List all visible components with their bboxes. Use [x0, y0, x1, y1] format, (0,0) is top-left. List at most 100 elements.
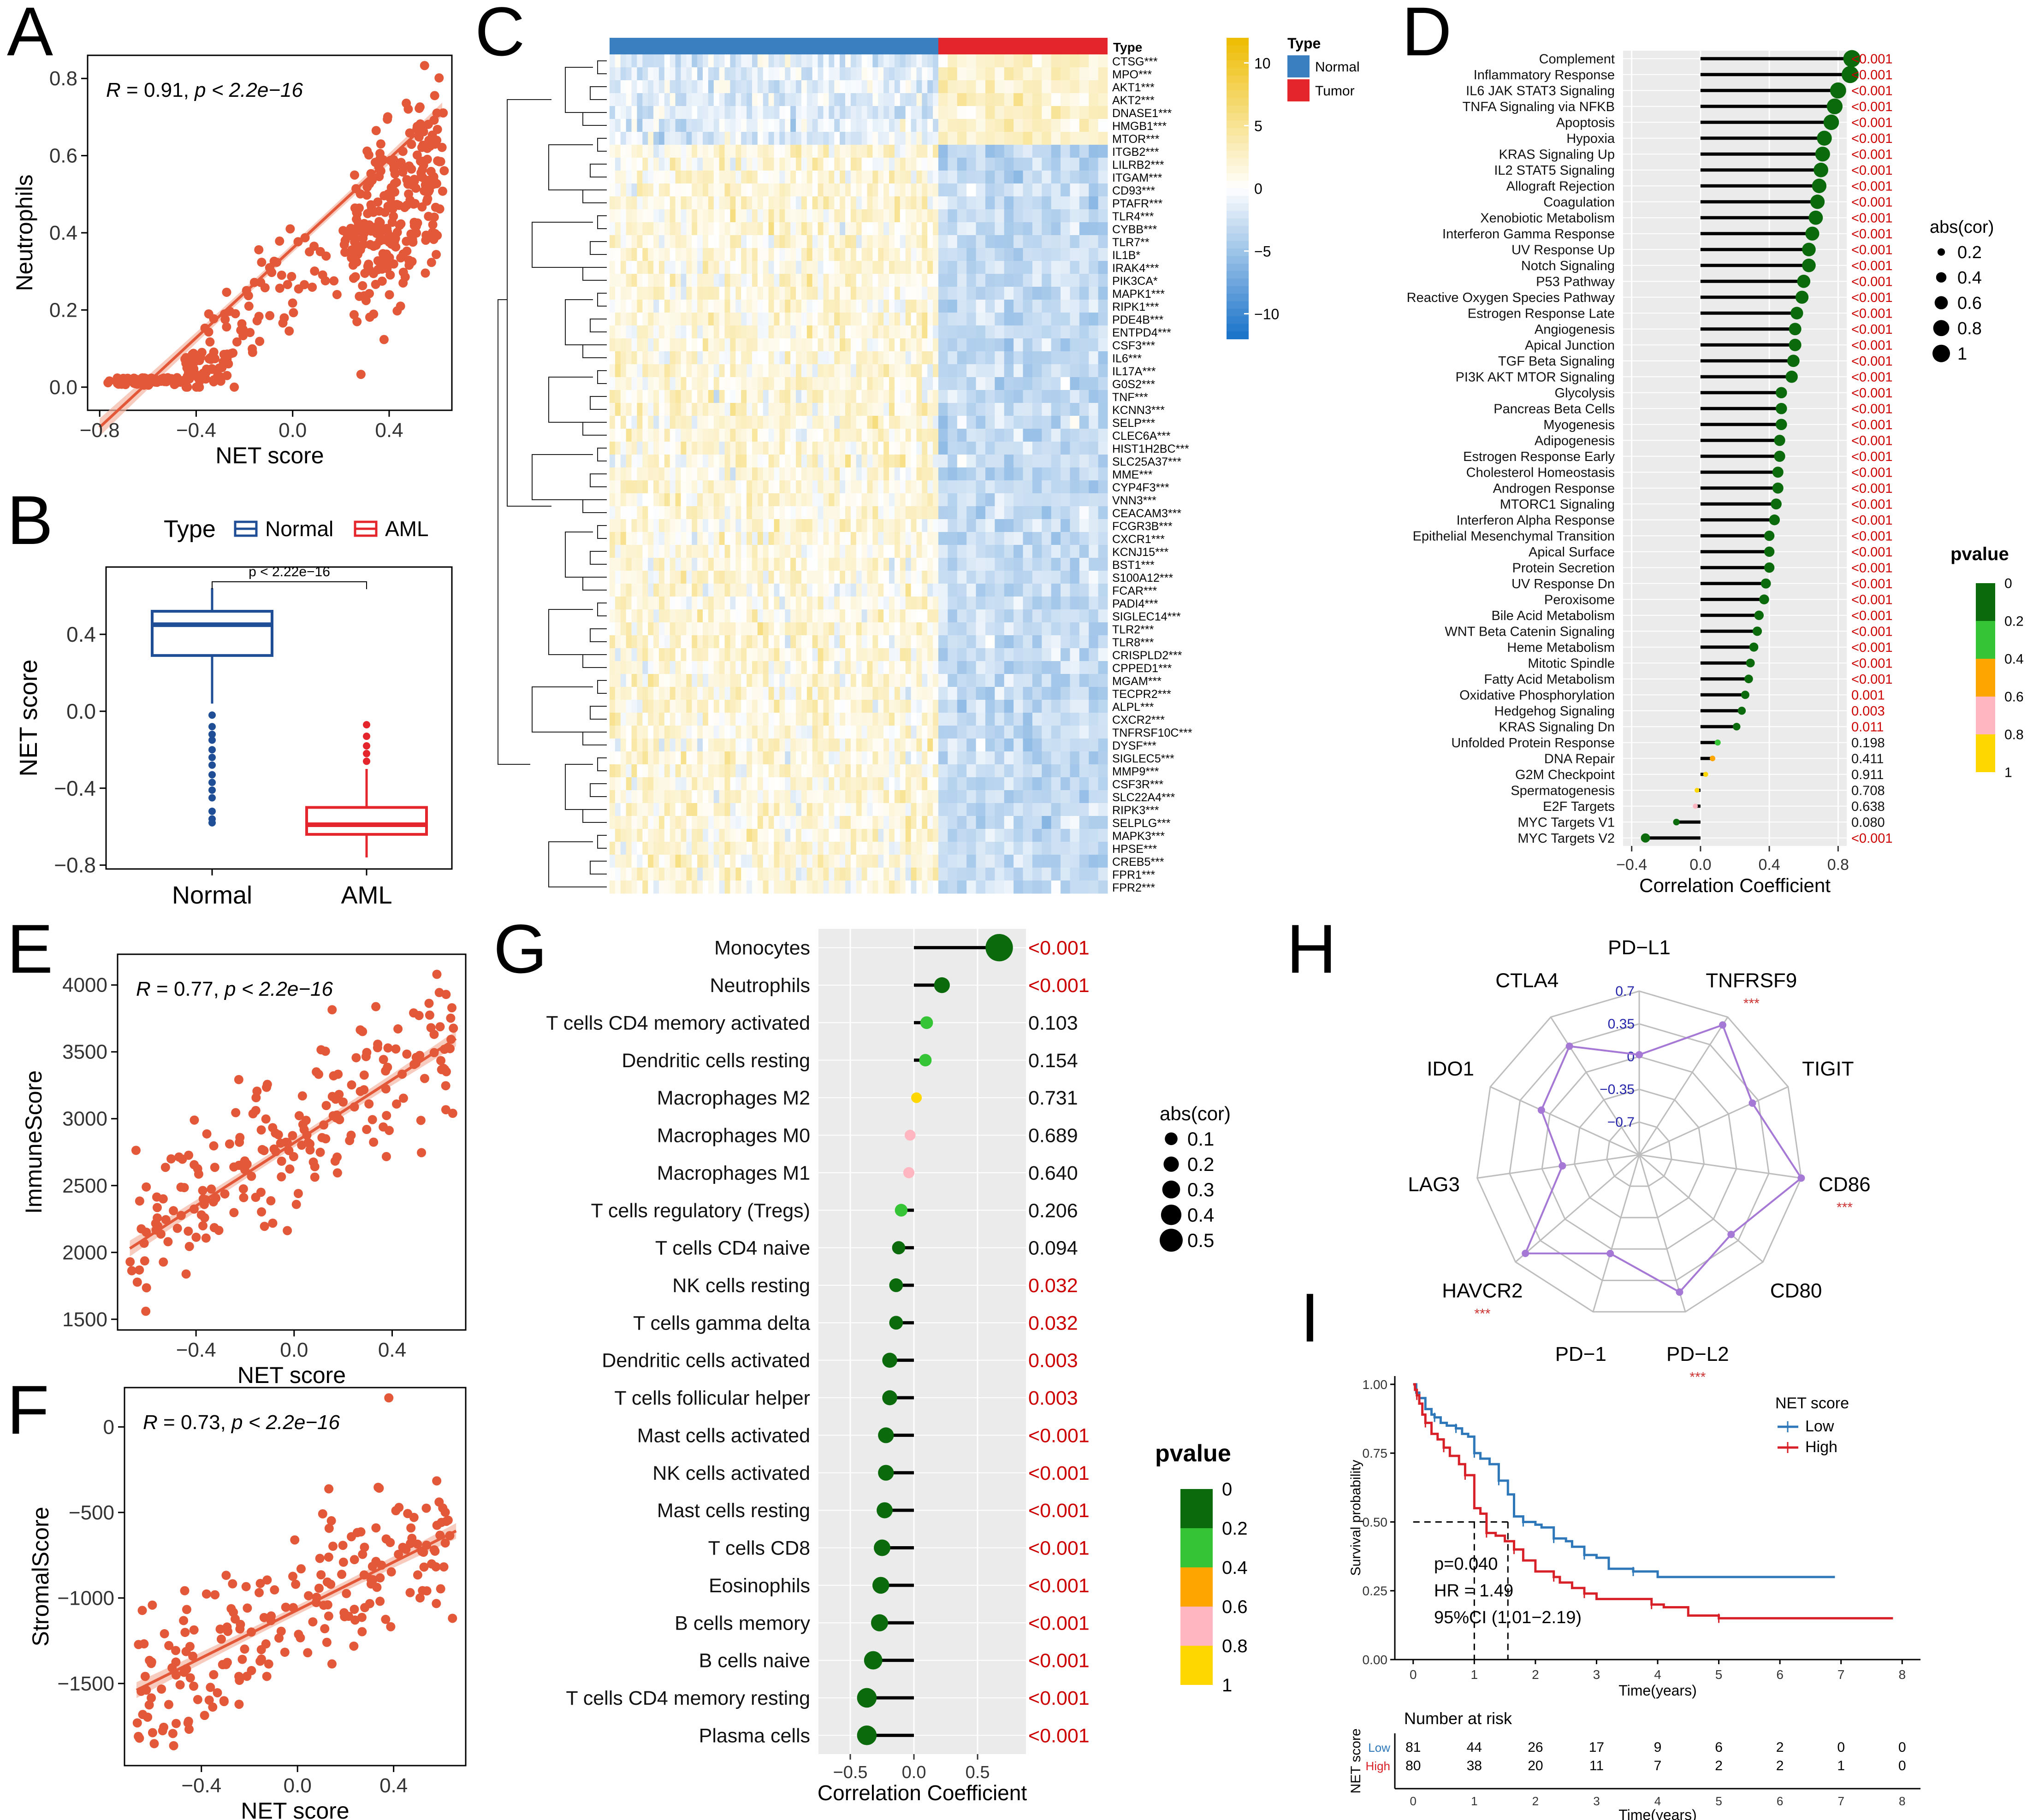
heatmap-cell — [916, 558, 922, 571]
heatmap-cell — [1004, 442, 1014, 455]
heatmap-cell — [818, 609, 824, 623]
heatmap-cell — [911, 442, 917, 455]
heatmap-cell — [708, 80, 714, 94]
heatmap-cell — [894, 635, 901, 649]
heatmap-cell — [675, 80, 681, 94]
heatmap-cell — [620, 377, 627, 390]
heatmap-cell — [615, 700, 621, 713]
heatmap-cell — [1089, 674, 1099, 687]
heatmap-cell — [867, 442, 873, 455]
heatmap-cell — [948, 338, 958, 352]
heatmap-cell — [610, 429, 616, 442]
heatmap-cell — [861, 532, 868, 545]
heatmap-cell — [850, 493, 857, 507]
heatmap-cell — [631, 196, 637, 210]
heatmap-cell — [658, 429, 665, 442]
heatmap-cell — [818, 196, 824, 210]
heatmap-cell — [1032, 429, 1042, 442]
heatmap-cell — [703, 80, 709, 94]
scatter-point — [358, 281, 367, 290]
heatmap-cell — [894, 183, 901, 197]
heatmap-cell — [1098, 183, 1108, 197]
heatmap-cell — [1061, 506, 1070, 520]
heatmap-cell — [708, 455, 714, 468]
heatmap-cell — [631, 429, 637, 442]
heatmap-cell — [752, 635, 758, 649]
heatmap-cell — [730, 351, 736, 365]
heatmap-cell — [790, 300, 796, 313]
heatmap-cell — [642, 519, 648, 532]
heatmap-cell — [1098, 429, 1108, 442]
heatmap-cell — [697, 571, 703, 584]
gene-label: CD93*** — [1112, 184, 1155, 197]
heatmap-cell — [845, 171, 851, 184]
heatmap-cell — [642, 313, 648, 326]
heatmap-cell — [957, 532, 967, 545]
heatmap-cell — [741, 67, 747, 81]
heatmap-cell — [658, 416, 665, 429]
heatmap-cell — [681, 338, 687, 352]
heatmap-cell — [642, 661, 648, 674]
heatmap-cell — [856, 351, 862, 365]
heatmap-cell — [922, 145, 928, 158]
heatmap-cell — [686, 132, 692, 145]
scatter-point — [337, 1570, 347, 1579]
heatmap-cell — [829, 93, 835, 106]
scatter-point — [261, 1639, 271, 1649]
heatmap-cell — [894, 158, 901, 171]
heatmap-cell — [985, 597, 995, 610]
heatmap-cell — [1070, 519, 1080, 532]
heatmap-cell — [1042, 261, 1052, 274]
scatter-point — [159, 1257, 168, 1267]
heatmap-cell — [631, 480, 637, 494]
heatmap-cell — [834, 661, 840, 674]
heatmap-cell — [681, 196, 687, 210]
heatmap-cell — [861, 261, 868, 274]
heatmap-cell — [626, 429, 632, 442]
scatter-point — [352, 317, 362, 326]
scatter-point — [375, 1573, 385, 1583]
heatmap-cell — [995, 54, 1005, 68]
heatmap-cell — [648, 661, 654, 674]
heatmap-cell — [957, 493, 967, 507]
heatmap-cell — [845, 584, 851, 597]
heatmap-cell — [741, 480, 747, 494]
heatmap-cell — [900, 377, 906, 390]
heatmap-cell — [615, 93, 621, 106]
heatmap-cell — [713, 584, 720, 597]
heatmap-cell — [957, 261, 967, 274]
heatmap-cell — [1032, 235, 1042, 248]
scatter-point — [315, 1554, 325, 1563]
scatter-point — [375, 148, 385, 158]
heatmap-cell — [1061, 674, 1070, 687]
heatmap-cell — [927, 416, 933, 429]
heatmap-cell — [713, 145, 720, 158]
heatmap-cell — [905, 222, 912, 236]
heatmap-cell — [985, 532, 995, 545]
heatmap-cell — [1089, 196, 1099, 210]
heatmap-cell — [861, 403, 868, 416]
heatmap-cell — [801, 584, 807, 597]
heatmap-cell — [861, 158, 868, 171]
scatter-point — [152, 1192, 161, 1202]
heatmap-cell — [747, 442, 753, 455]
heatmap-cell — [615, 480, 621, 494]
heatmap-cell — [686, 648, 692, 662]
heatmap-cell — [675, 635, 681, 649]
r-symbol: R — [136, 978, 151, 1000]
heatmap-cell — [850, 558, 857, 571]
heatmap-cell — [927, 674, 933, 687]
gene-label: RIPK1*** — [1112, 301, 1159, 313]
heatmap-cell — [872, 480, 878, 494]
heatmap-cell — [719, 145, 725, 158]
heatmap-cell — [905, 132, 912, 145]
scatter-point — [207, 1184, 216, 1194]
heatmap-cell — [889, 248, 895, 261]
heatmap-cell — [957, 467, 967, 481]
significance-bracket — [212, 581, 367, 589]
heatmap-cell — [1004, 390, 1014, 403]
heatmap-cell — [1032, 183, 1042, 197]
heatmap-cell — [610, 545, 616, 558]
scatter-point — [350, 1604, 359, 1614]
heatmap-cell — [927, 119, 933, 132]
